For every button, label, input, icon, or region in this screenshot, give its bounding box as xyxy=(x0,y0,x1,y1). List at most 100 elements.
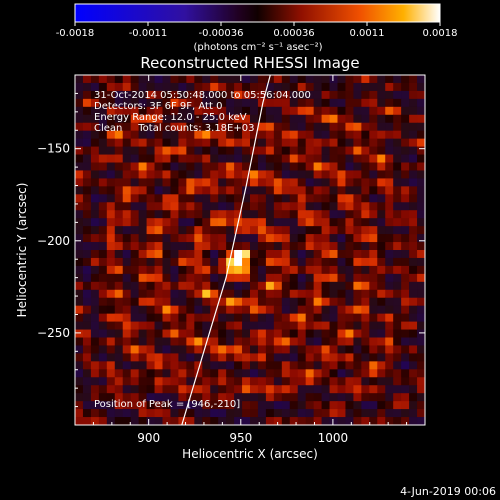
heatmap-cell xyxy=(321,75,330,84)
heatmap-cell xyxy=(75,194,84,203)
heatmap-cell xyxy=(297,257,307,267)
heatmap-cell xyxy=(154,313,163,322)
heatmap-cell xyxy=(162,114,171,124)
heatmap-cell xyxy=(353,250,362,259)
heatmap-cell xyxy=(297,122,307,132)
heatmap-cell xyxy=(130,305,140,315)
heatmap-cell xyxy=(313,297,322,307)
heatmap-cell xyxy=(250,273,259,283)
heatmap-cell xyxy=(162,170,171,179)
heatmap-cell xyxy=(210,250,219,259)
heatmap-cell xyxy=(210,162,219,171)
heatmap-cell xyxy=(305,289,315,299)
heatmap-cell xyxy=(75,337,84,346)
heatmap-cell xyxy=(130,90,140,100)
heatmap-cell xyxy=(409,257,418,267)
heatmap-cell xyxy=(265,337,275,346)
heatmap-cell xyxy=(170,401,179,410)
heatmap-cell xyxy=(226,210,235,219)
heatmap-cell xyxy=(242,329,251,338)
heatmap-cell xyxy=(242,369,251,378)
heatmap-cell xyxy=(242,265,251,275)
heatmap-cell xyxy=(385,417,394,425)
heatmap-cell xyxy=(90,90,100,100)
heatmap-cell xyxy=(353,353,362,362)
heatmap-cell xyxy=(409,337,418,346)
heatmap-cell xyxy=(417,186,425,195)
heatmap-cell xyxy=(138,393,147,402)
heatmap-cell xyxy=(234,90,243,100)
heatmap-cell xyxy=(289,321,299,330)
heatmap-cell xyxy=(401,114,410,124)
heatmap-cell xyxy=(202,250,211,259)
heatmap-cell xyxy=(234,162,243,171)
heatmap-cell xyxy=(281,345,291,354)
heatmap-cell xyxy=(82,202,92,211)
heatmap-cell xyxy=(377,218,386,227)
heatmap-cell xyxy=(138,138,147,147)
heatmap-cell xyxy=(265,242,275,251)
heatmap-cell xyxy=(345,234,354,243)
heatmap-cell xyxy=(75,186,84,195)
heatmap-cell xyxy=(130,385,140,394)
heatmap-cell xyxy=(242,377,251,386)
heatmap-cell xyxy=(75,377,84,386)
heatmap-cell xyxy=(146,297,155,307)
heatmap-cell xyxy=(234,329,243,338)
heatmap-cell xyxy=(313,194,322,203)
heatmap-cell xyxy=(361,218,370,227)
heatmap-cell xyxy=(138,154,147,163)
heatmap-cell xyxy=(257,265,267,275)
heatmap-cell xyxy=(106,273,116,283)
heatmap-cell xyxy=(329,297,338,307)
heatmap-cell xyxy=(401,130,410,140)
heatmap-cell xyxy=(106,178,116,187)
heatmap-cell xyxy=(337,337,346,346)
heatmap-cell xyxy=(321,353,330,362)
heatmap-cell xyxy=(90,361,100,370)
heatmap-cell xyxy=(393,417,402,425)
heatmap-cell xyxy=(218,202,227,211)
heatmap-cell xyxy=(417,401,425,410)
heatmap-cell xyxy=(281,353,291,362)
heatmap-cell xyxy=(377,146,386,155)
heatmap-cell xyxy=(114,154,124,163)
heatmap-cell xyxy=(409,75,418,84)
heatmap-cell xyxy=(138,90,147,100)
heatmap-cell xyxy=(162,98,171,108)
heatmap-cell xyxy=(353,361,362,370)
heatmap-cell xyxy=(250,393,259,402)
colorbar-tick-label: 0.0018 xyxy=(423,28,458,39)
heatmap-cell xyxy=(82,218,92,227)
heatmap-cell xyxy=(361,305,370,315)
heatmap-cell xyxy=(297,130,307,140)
heatmap-cell xyxy=(345,154,354,163)
heatmap-cell xyxy=(170,337,179,346)
heatmap-cell xyxy=(345,122,354,132)
heatmap-cell xyxy=(401,122,410,132)
heatmap-cell xyxy=(250,281,259,291)
heatmap-cell xyxy=(337,313,346,322)
heatmap-cell xyxy=(313,273,322,283)
heatmap-cell xyxy=(353,218,362,227)
heatmap-cell xyxy=(409,122,418,132)
heatmap-cell xyxy=(122,281,132,291)
heatmap-cell xyxy=(186,122,195,132)
heatmap-cell xyxy=(90,178,100,187)
heatmap-cell xyxy=(313,202,322,211)
heatmap-cell xyxy=(90,130,100,140)
heatmap-cell xyxy=(281,130,291,140)
heatmap-cell xyxy=(393,106,402,116)
heatmap-cell xyxy=(409,170,418,179)
heatmap-cell xyxy=(178,75,187,84)
heatmap-cell xyxy=(273,353,283,362)
heatmap-cell xyxy=(401,154,410,163)
heatmap-cell xyxy=(289,393,299,402)
heatmap-cell xyxy=(186,186,195,195)
heatmap-cell xyxy=(417,345,425,354)
heatmap-cell xyxy=(289,369,299,378)
heatmap-cell xyxy=(114,170,124,179)
heatmap-cell xyxy=(409,178,418,187)
heatmap-cell xyxy=(146,82,155,92)
heatmap-cell xyxy=(321,226,330,235)
